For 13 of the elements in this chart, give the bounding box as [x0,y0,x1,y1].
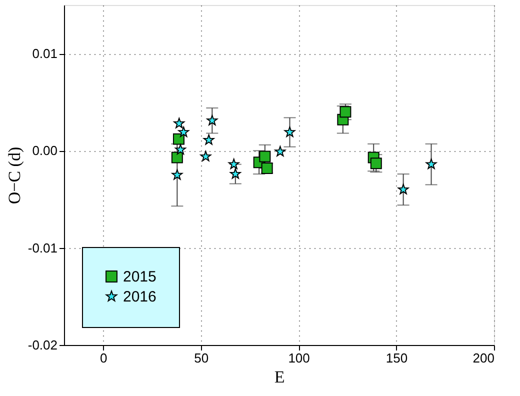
x-tick-label: 200 [472,350,494,366]
legend-label: 2015 [123,268,156,286]
x-tick-label: 100 [288,350,310,366]
x-axis-title: E [274,368,285,386]
y-tick-label: -0.02 [28,338,58,352]
y-tick-label: 0.00 [32,143,58,158]
y-tick-label: -0.01 [28,240,58,256]
legend-label: 2016 [123,288,156,306]
x-tick-label: 150 [386,350,408,366]
y-tick-label: 0.01 [32,46,58,62]
x-tick-label: 50 [194,350,209,366]
x-tick-label: 0 [100,350,108,366]
y-axis-title: O−C (d) [4,146,24,204]
